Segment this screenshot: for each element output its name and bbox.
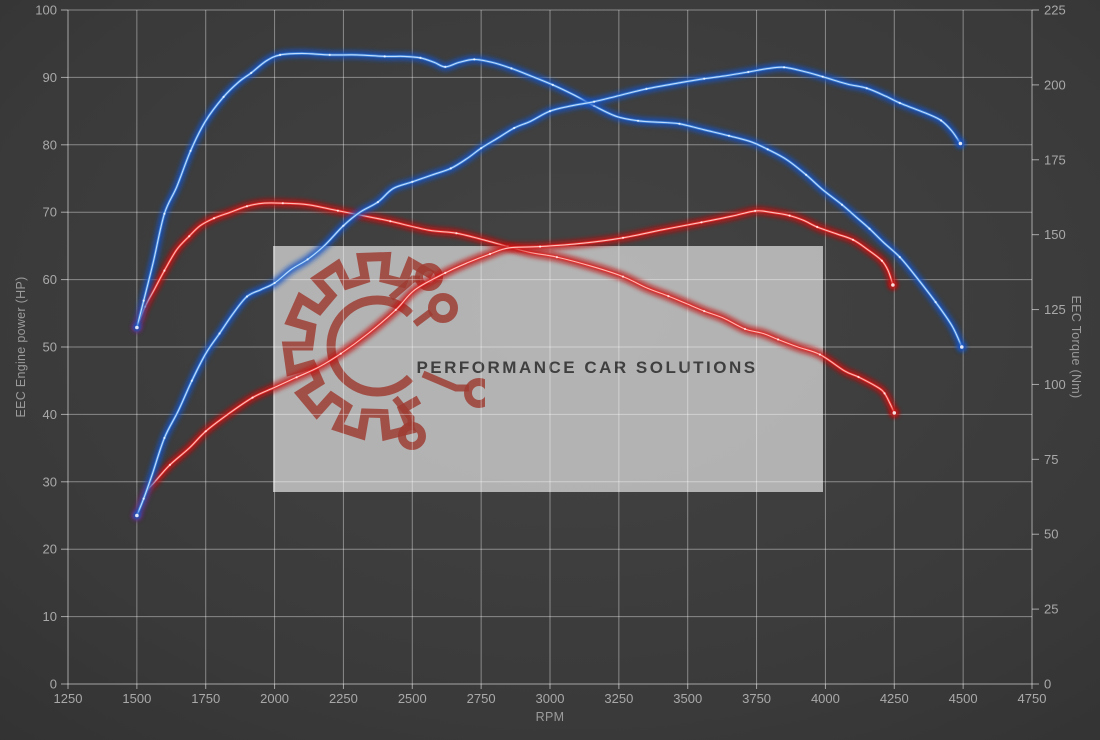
y-left-axis-title: EEC Engine power (HP) [14,276,28,418]
svg-text:50: 50 [43,340,57,355]
gear-circuit-logo-icon [281,251,485,450]
svg-text:75: 75 [1044,452,1058,467]
svg-text:125: 125 [1044,302,1066,317]
x-axis-title: RPM [535,710,565,724]
svg-text:4750: 4750 [1018,691,1047,706]
y-right-axis-title: EEC Torque (Nm) [1069,295,1083,399]
svg-text:100: 100 [1044,377,1066,392]
series-blue-power-hp [132,63,965,520]
svg-text:2250: 2250 [329,691,358,706]
series-blue-torque-nm [132,49,967,352]
svg-text:225: 225 [1044,3,1066,18]
svg-text:4000: 4000 [811,691,840,706]
series-red-power-hp [132,206,898,520]
svg-text:175: 175 [1044,152,1066,167]
svg-text:200: 200 [1044,77,1066,92]
svg-text:3500: 3500 [673,691,702,706]
svg-text:2750: 2750 [467,691,496,706]
svg-text:4500: 4500 [949,691,978,706]
svg-text:1500: 1500 [122,691,151,706]
svg-text:0: 0 [50,677,57,692]
svg-text:1250: 1250 [54,691,83,706]
svg-text:0: 0 [1044,677,1051,692]
svg-text:50: 50 [1044,527,1058,542]
svg-text:40: 40 [43,407,57,422]
svg-text:90: 90 [43,70,57,85]
svg-text:80: 80 [43,137,57,152]
svg-text:25: 25 [1044,602,1058,617]
svg-text:60: 60 [43,272,57,287]
svg-text:3750: 3750 [742,691,771,706]
svg-text:3000: 3000 [536,691,565,706]
svg-text:20: 20 [43,542,57,557]
watermark: PERFORMANCE CAR SOLUTIONS [273,246,823,492]
svg-text:30: 30 [43,474,57,489]
svg-text:2000: 2000 [260,691,289,706]
svg-text:3250: 3250 [604,691,633,706]
svg-text:70: 70 [43,205,57,220]
svg-text:4250: 4250 [880,691,909,706]
svg-text:1750: 1750 [191,691,220,706]
grid-lines [61,9,1039,689]
series-red-torque-nm [132,198,899,418]
svg-text:150: 150 [1044,227,1066,242]
svg-text:10: 10 [43,609,57,624]
tick-labels: 0 10 20 30 40 50 60 70 80 90 100 0 25 50 75 100 125 150 17… [35,3,1065,707]
watermark-brand-text: PERFORMANCE CAR SOLUTIONS [416,358,758,377]
svg-text:100: 100 [35,3,57,18]
svg-text:2500: 2500 [398,691,427,706]
